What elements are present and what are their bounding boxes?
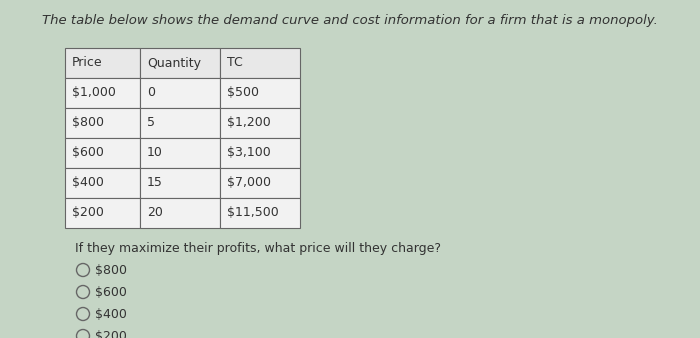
- Bar: [220, 108, 300, 138]
- Text: TC: TC: [227, 56, 243, 70]
- Text: 20: 20: [147, 207, 163, 219]
- Text: $1,000: $1,000: [72, 87, 116, 99]
- Text: $800: $800: [94, 264, 127, 276]
- Bar: [65, 138, 140, 168]
- Text: $11,500: $11,500: [227, 207, 279, 219]
- Bar: [220, 168, 300, 198]
- Bar: [65, 108, 140, 138]
- Bar: [65, 48, 140, 78]
- Text: The table below shows the demand curve and cost information for a firm that is a: The table below shows the demand curve a…: [42, 14, 658, 27]
- Bar: [220, 48, 300, 78]
- Text: $600: $600: [72, 146, 104, 160]
- Text: $200: $200: [94, 330, 127, 338]
- Text: $400: $400: [94, 308, 127, 320]
- Bar: [65, 198, 140, 228]
- Text: $800: $800: [72, 117, 104, 129]
- Text: $200: $200: [72, 207, 104, 219]
- Text: $7,000: $7,000: [227, 176, 271, 190]
- Bar: [140, 78, 220, 108]
- Text: Price: Price: [72, 56, 103, 70]
- Text: $1,200: $1,200: [227, 117, 271, 129]
- Bar: [65, 168, 140, 198]
- Text: 15: 15: [147, 176, 163, 190]
- Text: $600: $600: [94, 286, 127, 298]
- Bar: [140, 168, 220, 198]
- Bar: [140, 48, 220, 78]
- Text: 5: 5: [147, 117, 155, 129]
- Bar: [140, 138, 220, 168]
- Text: Quantity: Quantity: [147, 56, 201, 70]
- Text: 0: 0: [147, 87, 155, 99]
- Bar: [220, 198, 300, 228]
- Bar: [220, 78, 300, 108]
- Text: $400: $400: [72, 176, 104, 190]
- Text: $3,100: $3,100: [227, 146, 271, 160]
- Text: 10: 10: [147, 146, 163, 160]
- Text: If they maximize their profits, what price will they charge?: If they maximize their profits, what pri…: [75, 242, 441, 255]
- Bar: [140, 198, 220, 228]
- Bar: [140, 108, 220, 138]
- Bar: [220, 138, 300, 168]
- Text: $500: $500: [227, 87, 259, 99]
- Bar: [65, 78, 140, 108]
